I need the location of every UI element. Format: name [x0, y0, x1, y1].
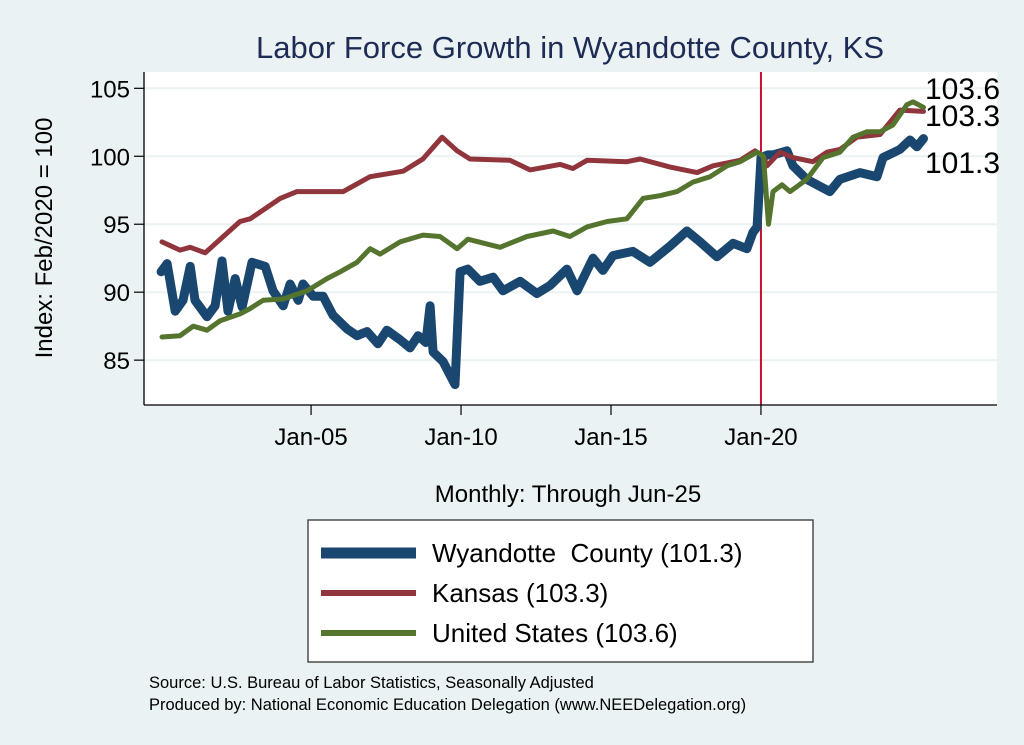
y-tick-label: 105 [90, 76, 130, 103]
y-tick-label: 100 [90, 144, 130, 171]
legend-label-kansas: Kansas (103.3) [432, 578, 608, 608]
series-line-united-states [159, 99, 926, 340]
gridlines [144, 87, 997, 362]
x-tick-label: Jan-10 [424, 424, 497, 451]
source-note: Source: U.S. Bureau of Labor Statistics,… [149, 674, 594, 692]
x-axis-title: Monthly: Through Jun-25 [435, 481, 701, 508]
legend-label-united-states: United States (103.6) [432, 618, 678, 648]
producer-note: Produced by: National Economic Education… [149, 696, 746, 714]
end-label-united-states: 103.6 [925, 73, 1000, 106]
legend-label-wyandotte-county: Wyandotte County (101.3) [432, 538, 743, 568]
y-axis: 85 90 95 100 105 [90, 76, 144, 375]
y-tick-label: 90 [103, 280, 130, 307]
series-group [156, 99, 928, 390]
series-line-wyandotte-county [156, 134, 928, 390]
chart-title: Labor Force Growth in Wyandotte County, … [256, 30, 884, 65]
y-tick-label: 95 [103, 212, 130, 239]
legend: Wyandotte County (101.3) Kansas (103.3) Un… [307, 519, 814, 663]
series-line-kansas [159, 107, 926, 256]
y-axis-title: Index: Feb/2020 = 100 [31, 118, 58, 359]
end-label-wyandotte-county: 101.3 [925, 147, 1000, 180]
x-tick-label: Jan-15 [574, 424, 647, 451]
x-axis: Jan-05 Jan-10 Jan-15 Jan-20 [274, 405, 798, 451]
y-tick-label: 85 [103, 348, 130, 375]
x-tick-label: Jan-20 [724, 424, 797, 451]
end-label-kansas: 103.3 [925, 100, 1000, 133]
x-tick-label: Jan-05 [274, 424, 347, 451]
